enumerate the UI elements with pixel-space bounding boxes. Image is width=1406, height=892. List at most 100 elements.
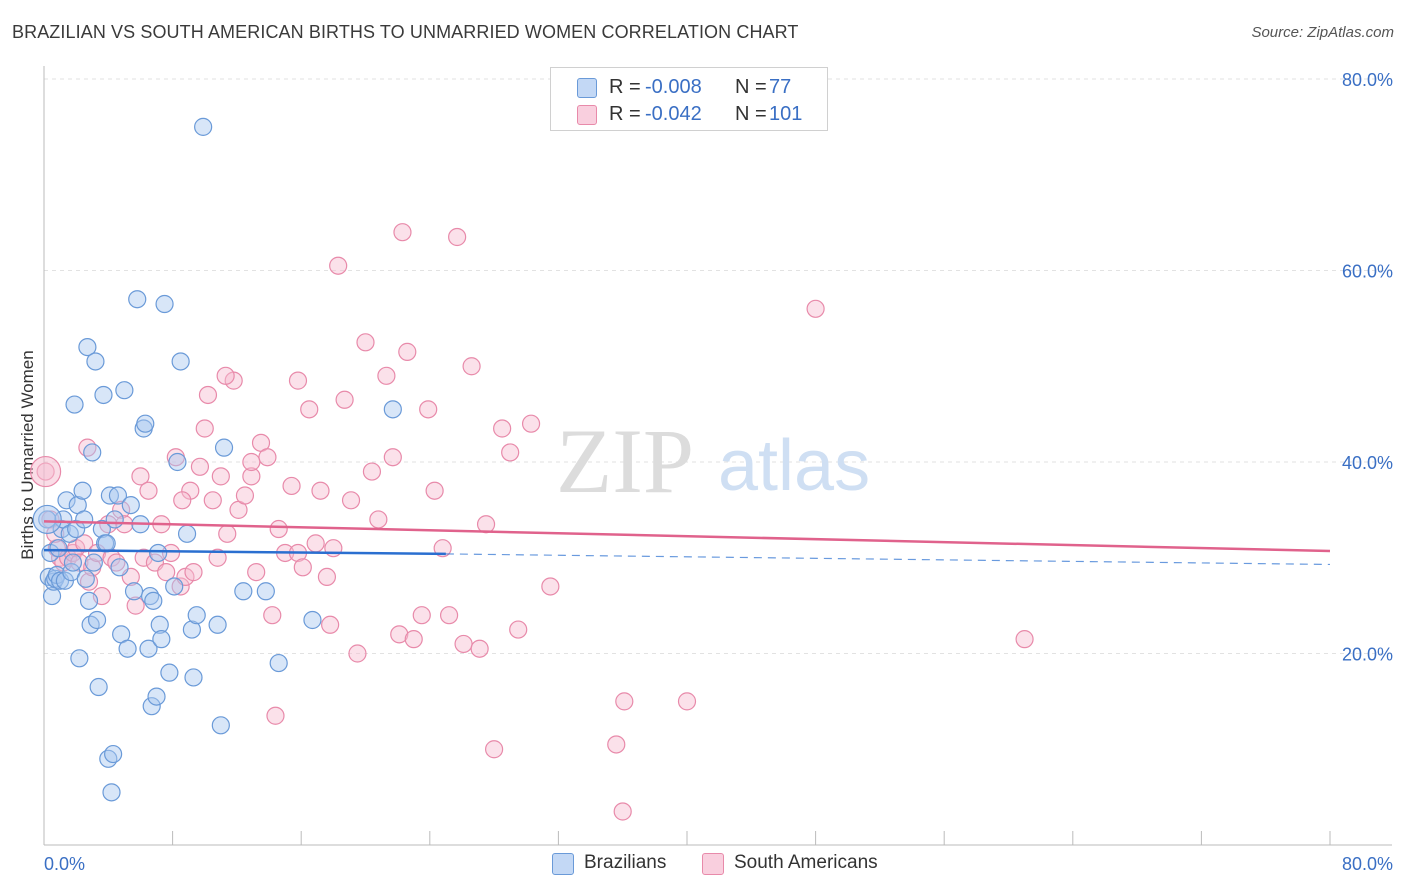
y-tick-label: 20.0% — [1342, 645, 1393, 665]
data-point — [150, 615, 169, 634]
data-point — [509, 620, 528, 639]
data-point — [242, 467, 261, 486]
data-point — [398, 342, 417, 361]
data-point — [383, 400, 402, 419]
data-point — [1015, 630, 1034, 649]
data-point — [293, 558, 312, 577]
data-point — [83, 443, 102, 462]
data-point — [806, 299, 825, 318]
data-point — [187, 606, 206, 625]
data-point — [247, 563, 266, 582]
data-point — [49, 539, 68, 558]
data-point — [362, 462, 382, 481]
data-point — [86, 352, 105, 371]
data-point — [152, 630, 171, 649]
data-point — [139, 481, 158, 500]
data-point — [89, 677, 108, 697]
data-point — [485, 740, 504, 759]
pink-swatch — [577, 105, 597, 125]
n-value: 101 — [769, 103, 803, 125]
data-point — [76, 569, 95, 588]
data-point — [78, 338, 97, 357]
data-point — [194, 117, 213, 136]
data-point — [94, 385, 113, 405]
data-point — [521, 414, 541, 433]
data-point — [75, 534, 94, 553]
data-point — [173, 491, 192, 510]
data-point — [282, 476, 301, 496]
data-point — [203, 491, 222, 510]
data-point — [383, 448, 402, 467]
data-point — [218, 524, 237, 543]
data-point — [269, 519, 288, 539]
correlation-legend: R = -0.008 N = 77 R = -0.042 N = 101 — [550, 67, 828, 131]
data-point — [105, 510, 124, 529]
data-point — [393, 223, 412, 242]
data-point — [168, 452, 187, 472]
data-point — [79, 572, 99, 591]
legend-label: Brazilians — [584, 852, 667, 873]
data-point — [84, 553, 103, 572]
data-point — [235, 486, 255, 505]
data-point — [190, 457, 210, 476]
data-point — [63, 553, 83, 572]
n-value: 77 — [769, 76, 792, 98]
watermark: ZIP atlas — [556, 410, 870, 512]
data-point — [73, 481, 92, 500]
data-point — [311, 481, 330, 500]
data-point — [70, 649, 89, 668]
r-label: R = — [609, 103, 641, 125]
n-label: N = — [735, 103, 767, 125]
data-point — [613, 802, 632, 821]
data-point — [439, 606, 459, 625]
data-point — [139, 639, 158, 658]
data-point — [256, 582, 275, 601]
data-point — [57, 491, 76, 510]
data-point — [128, 290, 147, 309]
data-point — [607, 735, 626, 754]
data-point — [157, 563, 176, 582]
data-point — [126, 596, 145, 615]
data-point — [160, 663, 179, 682]
data-point — [448, 227, 467, 247]
data-point — [269, 653, 288, 673]
data-point — [300, 400, 319, 419]
trend-line-south-americans — [43, 520, 1331, 553]
source-label: Source: ZipAtlas.com — [1251, 24, 1394, 41]
trend-lines — [43, 520, 1331, 566]
chart-title: BRAZILIAN VS SOUTH AMERICAN BIRTHS TO UN… — [12, 22, 799, 42]
legend-label: South Americans — [734, 852, 878, 873]
data-point — [541, 577, 560, 596]
data-point — [470, 639, 489, 658]
pink-swatch — [702, 853, 724, 875]
y-tick-label: 40.0% — [1342, 453, 1393, 473]
trend-line-brazilians — [43, 548, 446, 556]
data-point-large — [30, 455, 62, 488]
data-point — [412, 606, 431, 625]
data-point — [195, 419, 214, 438]
data-point — [165, 577, 184, 596]
data-point-large — [32, 504, 62, 535]
data-point — [112, 500, 131, 519]
y-tick-label: 60.0% — [1342, 262, 1393, 282]
data-point — [677, 692, 697, 711]
trend-line-brazilians-extrapolated — [445, 553, 1331, 566]
data-point — [263, 606, 282, 625]
n-label: N = — [735, 76, 767, 98]
data-point — [419, 400, 438, 419]
data-point — [404, 630, 423, 649]
data-point — [92, 519, 111, 539]
data-point — [131, 467, 150, 486]
data-point — [501, 443, 520, 462]
data-point — [369, 510, 388, 529]
data-point — [155, 294, 174, 314]
data-point — [208, 548, 227, 567]
data-point — [321, 615, 340, 634]
data-point — [79, 591, 99, 610]
data-point — [42, 586, 62, 606]
data-point — [258, 448, 277, 467]
data-point — [615, 692, 634, 711]
data-point — [454, 634, 473, 654]
blue-swatch — [552, 853, 574, 875]
